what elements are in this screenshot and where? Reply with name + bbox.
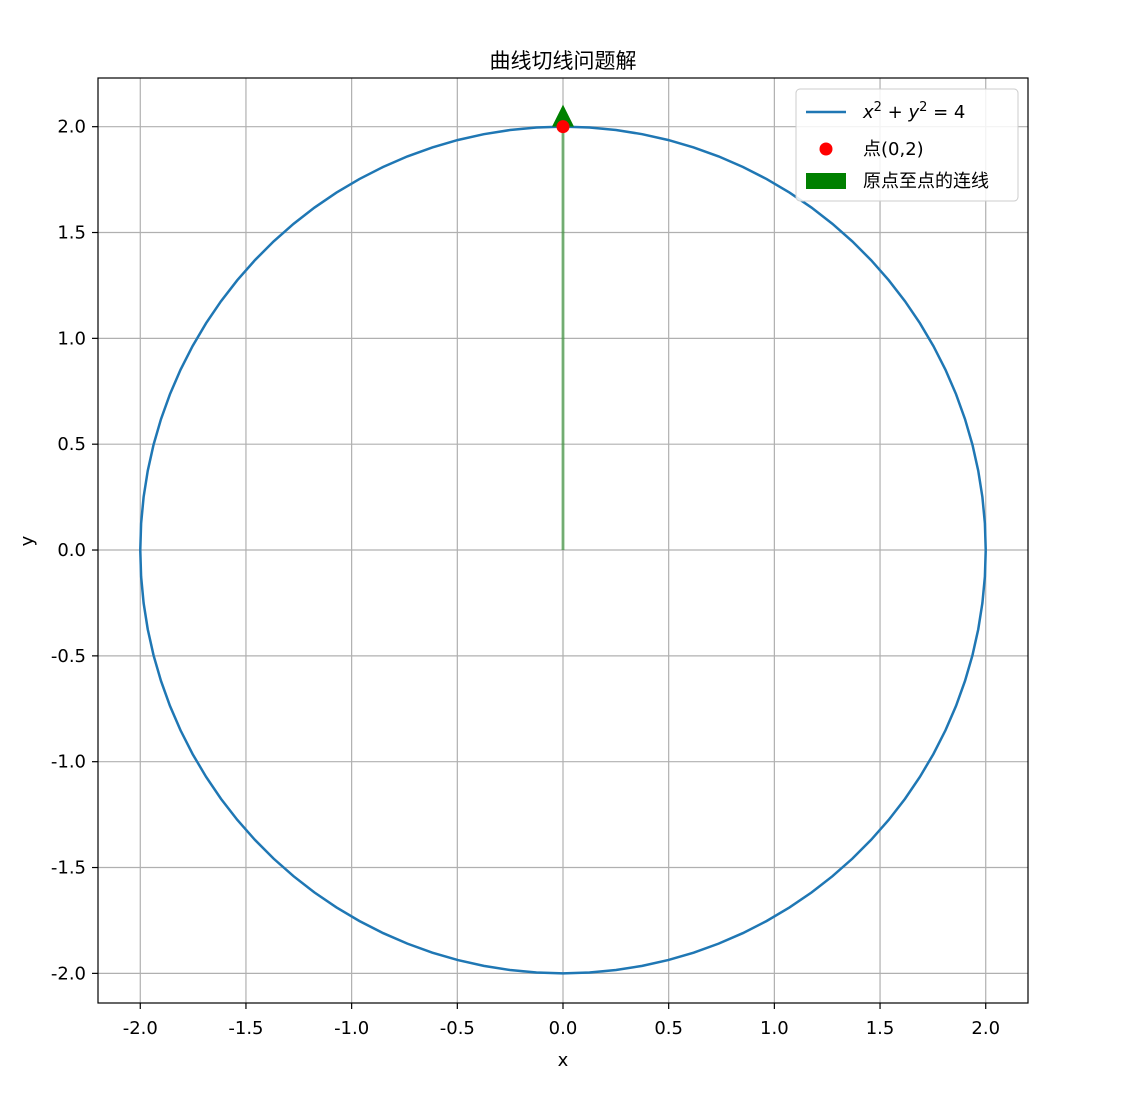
y-tick-label: -1.5 bbox=[51, 858, 86, 879]
y-tick-label: -1.0 bbox=[51, 752, 86, 773]
x-tick-label: -1.5 bbox=[228, 1018, 263, 1039]
x-tick-label: 0.5 bbox=[654, 1018, 683, 1039]
y-tick-label: 2.0 bbox=[57, 117, 86, 138]
legend-label-part: y bbox=[907, 102, 919, 123]
plot-area bbox=[139, 104, 987, 975]
y-tick-label: 0.5 bbox=[57, 434, 86, 455]
arrow-shaft bbox=[561, 126, 565, 551]
legend-label-part: + bbox=[882, 102, 909, 123]
y-tick-label: -2.0 bbox=[51, 963, 86, 984]
y-tick-label: -0.5 bbox=[51, 646, 86, 667]
x-tick-label: -2.0 bbox=[123, 1018, 158, 1039]
x-tick-label: 2.0 bbox=[971, 1018, 1000, 1039]
legend-label-part: x bbox=[862, 102, 874, 123]
legend-label-circle: x2 + y2 = 4 bbox=[862, 100, 965, 124]
circle-curve bbox=[139, 125, 987, 975]
y-axis-label: y bbox=[17, 535, 38, 546]
legend-label-part: = 4 bbox=[927, 102, 965, 123]
y-tick-label: 1.0 bbox=[57, 328, 86, 349]
legend-patch-swatch bbox=[806, 173, 846, 189]
legend: x2 + y2 = 4点(0,2)原点至点的连线 bbox=[795, 88, 1019, 202]
x-axis-label: x bbox=[558, 1050, 569, 1071]
y-tick-label: 1.5 bbox=[57, 223, 86, 244]
legend-box bbox=[795, 88, 1019, 202]
x-axis: -2.0 -1.5 -1.0 -0.5 0.0 0.5 1.0 1.5 2.0 bbox=[123, 1003, 1000, 1039]
y-axis: -2.0 -1.5 -1.0 -0.5 0.0 0.5 1.0 1.5 2.0 bbox=[51, 117, 98, 984]
legend-point-swatch bbox=[819, 142, 833, 156]
point-marker bbox=[556, 120, 570, 134]
x-tick-label: 1.5 bbox=[866, 1018, 895, 1039]
legend-label-part: 2 bbox=[919, 100, 927, 115]
x-tick-label: -0.5 bbox=[440, 1018, 475, 1039]
x-tick-label: -1.0 bbox=[334, 1018, 369, 1039]
chart-title: 曲线切线问题解 bbox=[490, 49, 637, 73]
legend-label: 原点至点的连线 bbox=[863, 171, 989, 192]
y-tick-label: 0.0 bbox=[57, 540, 86, 561]
x-tick-label: 1.0 bbox=[760, 1018, 789, 1039]
arrow-head bbox=[552, 104, 574, 127]
legend-label-part: 2 bbox=[874, 100, 882, 115]
legend-label: 点(0,2) bbox=[863, 139, 924, 160]
x-tick-label: 0.0 bbox=[549, 1018, 578, 1039]
